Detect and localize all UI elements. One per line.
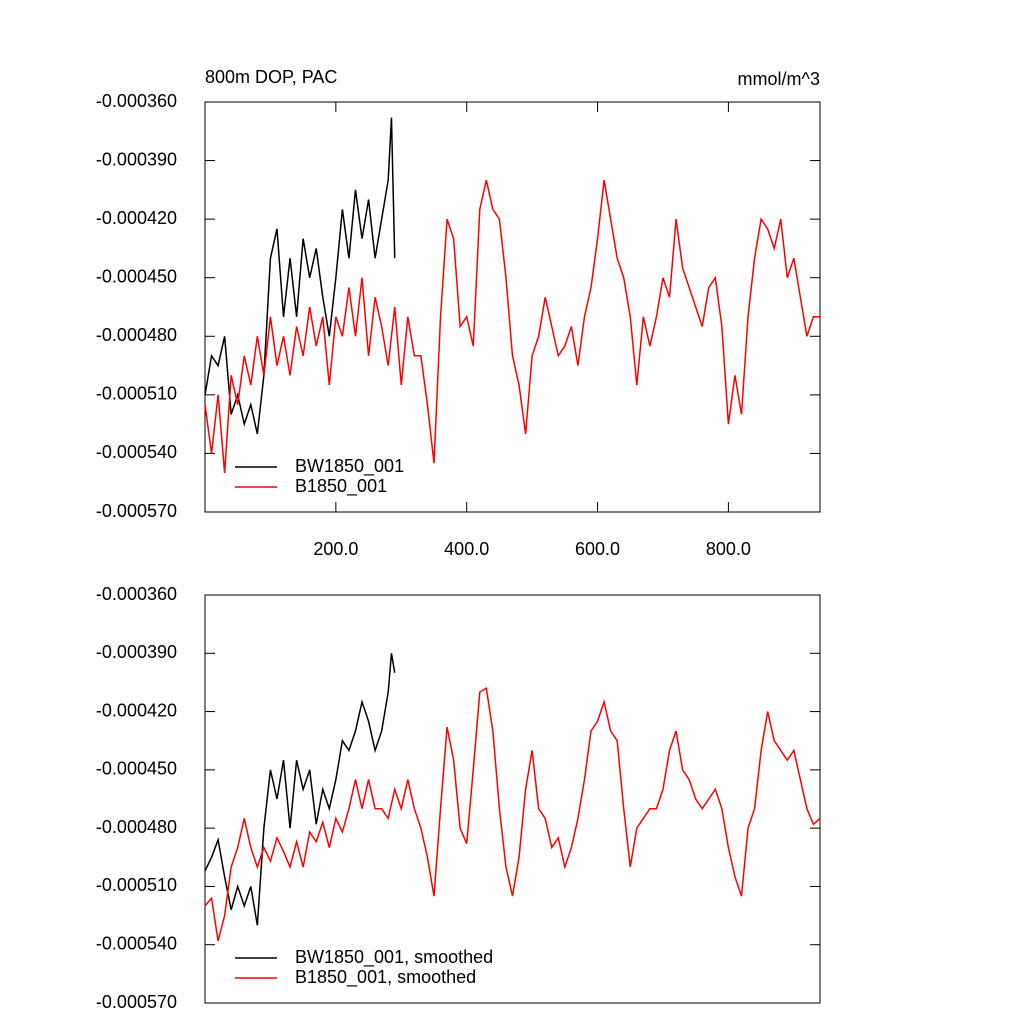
y-tick-label: -0.000480 xyxy=(96,325,177,345)
x-tick-label: 200.0 xyxy=(313,539,358,559)
y-tick-label: -0.000570 xyxy=(96,992,177,1012)
legend-label: BW1850_001 xyxy=(295,456,404,477)
y-tick-label: -0.000390 xyxy=(96,149,177,169)
y-tick-label: -0.000360 xyxy=(96,91,177,111)
plot-frame xyxy=(204,101,821,513)
y-tick-label: -0.000420 xyxy=(96,208,177,228)
x-tick-label: 400.0 xyxy=(444,539,489,559)
legend-label: B1850_001 xyxy=(295,476,387,497)
units-label: mmol/m^3 xyxy=(738,69,820,89)
x-tick-label: 600.0 xyxy=(575,539,620,559)
legend-label: B1850_001, smoothed xyxy=(295,967,476,988)
x-tick-label: 800.0 xyxy=(706,539,751,559)
y-tick-label: -0.000390 xyxy=(96,642,177,662)
y-tick-label: -0.000360 xyxy=(96,584,177,604)
y-tick-label: -0.000540 xyxy=(96,442,177,462)
y-tick-label: -0.000540 xyxy=(96,933,177,953)
y-tick-label: -0.000510 xyxy=(96,384,177,404)
y-tick-label: -0.000450 xyxy=(96,266,177,286)
plot-frame xyxy=(204,594,821,1004)
y-tick-label: -0.000450 xyxy=(96,759,177,779)
chart-title: 800m DOP, PAC xyxy=(205,67,337,87)
data-line xyxy=(204,653,396,926)
data-line xyxy=(204,117,396,435)
legend-label: BW1850_001, smoothed xyxy=(295,947,493,968)
y-tick-label: -0.000510 xyxy=(96,875,177,895)
data-line xyxy=(204,687,821,942)
data-line xyxy=(204,179,820,474)
y-tick-label: -0.000570 xyxy=(96,501,177,521)
y-tick-label: -0.000480 xyxy=(96,817,177,837)
y-tick-label: -0.000420 xyxy=(96,700,177,720)
